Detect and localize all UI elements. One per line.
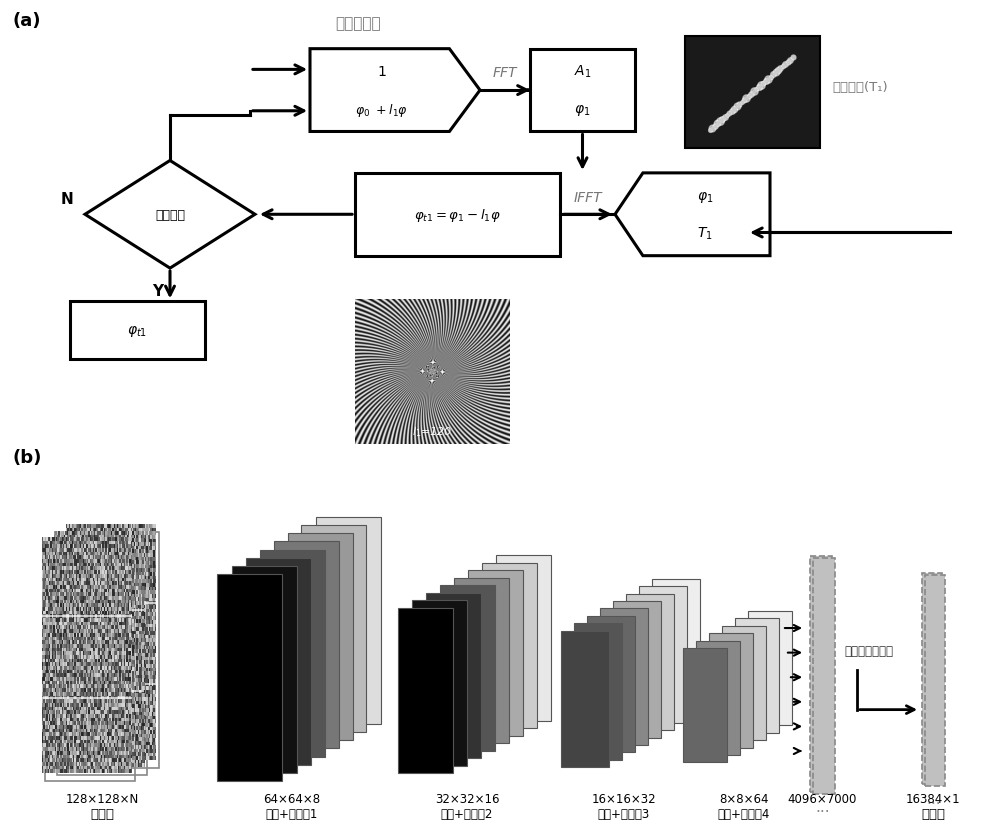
Text: 128×128×N: 128×128×N: [65, 792, 139, 805]
Bar: [260, 550, 324, 757]
Bar: [812, 559, 835, 794]
Bar: [496, 556, 550, 721]
Polygon shape: [615, 174, 770, 256]
Text: $\varphi_{t1}$: $\varphi_{t1}$: [127, 323, 148, 338]
Bar: [810, 557, 832, 792]
Bar: [574, 624, 622, 760]
Polygon shape: [85, 161, 255, 269]
Bar: [587, 616, 635, 753]
Bar: [639, 586, 687, 723]
Text: 非线性激活函数: 非线性激活函数: [844, 644, 893, 657]
Text: ...: ...: [926, 791, 941, 805]
Text: 64×64×8: 64×64×8: [263, 792, 321, 805]
Text: 卷积+池化层1: 卷积+池化层1: [266, 807, 318, 820]
Text: $l_1$=120: $l_1$=120: [412, 424, 453, 438]
Text: 卷积+池化层3: 卷积+池化层3: [598, 807, 650, 820]
Bar: [316, 517, 380, 724]
Bar: [652, 579, 700, 715]
Text: FFT: FFT: [493, 66, 517, 80]
Bar: [530, 50, 635, 132]
Bar: [355, 174, 560, 256]
Bar: [412, 600, 466, 766]
Text: $\varphi_{t1}=\varphi_1-l_1\varphi$: $\varphi_{t1}=\varphi_1-l_1\varphi$: [414, 207, 501, 223]
Bar: [626, 594, 674, 730]
Bar: [600, 609, 648, 745]
Bar: [45, 546, 135, 782]
Text: 卷积+池化层2: 卷积+池化层2: [441, 807, 493, 820]
Text: $A_1$: $A_1$: [574, 64, 591, 80]
Text: 32×32×16: 32×32×16: [435, 792, 499, 805]
Bar: [274, 542, 338, 748]
Bar: [246, 558, 310, 765]
Bar: [735, 619, 779, 733]
Text: 1: 1: [377, 65, 386, 79]
Bar: [301, 525, 366, 732]
Text: (a): (a): [12, 12, 40, 31]
Text: 卷积+池化层4: 卷积+池化层4: [718, 807, 770, 820]
Bar: [613, 601, 661, 738]
Bar: [426, 593, 480, 758]
Bar: [468, 571, 522, 736]
Text: $T_1$: $T_1$: [697, 225, 713, 241]
Text: 输出层: 输出层: [921, 807, 945, 820]
Text: 4096×7000: 4096×7000: [788, 792, 857, 805]
Bar: [683, 648, 727, 762]
Bar: [217, 575, 282, 782]
Bar: [288, 533, 352, 740]
Text: N: N: [60, 191, 73, 207]
Text: 归一化振幅: 归一化振幅: [335, 17, 381, 31]
Text: 8×8×64: 8×8×64: [719, 792, 769, 805]
Text: 终止条件: 终止条件: [155, 208, 185, 222]
Bar: [748, 611, 792, 725]
Bar: [922, 573, 942, 784]
Text: IFFT: IFFT: [573, 190, 602, 204]
Bar: [561, 631, 609, 767]
Text: Y: Y: [152, 284, 164, 299]
Text: ...: ...: [815, 799, 830, 814]
Bar: [69, 533, 159, 768]
Bar: [709, 633, 753, 748]
Bar: [685, 37, 820, 149]
Text: 16384×1: 16384×1: [906, 792, 961, 805]
Bar: [398, 608, 452, 773]
Bar: [440, 586, 495, 751]
Text: 输入层: 输入层: [90, 807, 114, 820]
Bar: [454, 578, 509, 743]
Bar: [722, 626, 766, 740]
Bar: [232, 566, 296, 773]
Text: $\varphi_1$: $\varphi_1$: [697, 189, 713, 204]
Text: 目标振幅(T₁): 目标振幅(T₁): [832, 81, 888, 94]
Bar: [925, 576, 944, 786]
Text: 16×16×32: 16×16×32: [592, 792, 656, 805]
Text: $\varphi_0\ +l_1\varphi$: $\varphi_0\ +l_1\varphi$: [355, 102, 408, 118]
Polygon shape: [310, 50, 480, 132]
Bar: [482, 563, 536, 729]
Bar: [70, 302, 205, 360]
Text: $\varphi_1$: $\varphi_1$: [574, 103, 591, 117]
Text: (b): (b): [12, 448, 41, 466]
Bar: [696, 641, 740, 755]
Bar: [57, 539, 147, 775]
